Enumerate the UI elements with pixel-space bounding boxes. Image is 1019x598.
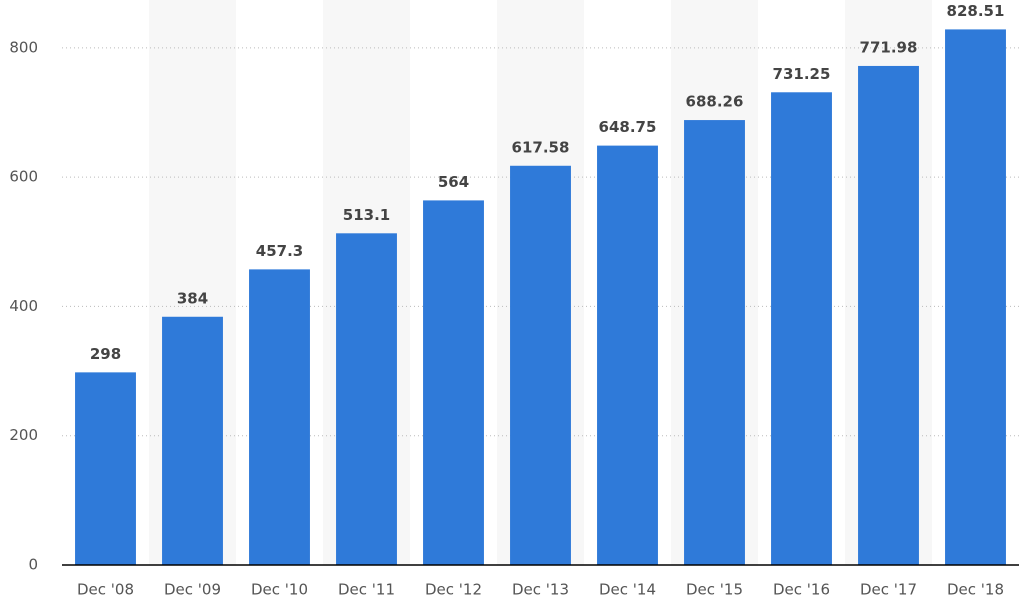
x-tick-label: Dec '12 xyxy=(425,581,482,598)
y-tick-label: 200 xyxy=(9,426,38,444)
y-tick-label: 0 xyxy=(28,556,38,574)
value-label: 731.25 xyxy=(773,65,831,83)
x-tick-label: Dec '11 xyxy=(338,581,395,598)
bar xyxy=(510,165,571,566)
x-tick-label: Dec '15 xyxy=(686,581,743,598)
bar xyxy=(249,269,310,565)
bar xyxy=(423,200,484,565)
value-label: 648.75 xyxy=(599,118,657,136)
x-tick-label: Dec '08 xyxy=(77,581,134,598)
x-tick-label: Dec '10 xyxy=(251,581,308,598)
x-tick-label: Dec '18 xyxy=(947,581,1004,598)
x-tick-label: Dec '13 xyxy=(512,581,569,598)
value-label: 513.1 xyxy=(343,206,390,224)
bar xyxy=(336,233,397,565)
value-label: 771.98 xyxy=(860,38,918,56)
bar xyxy=(771,92,832,565)
x-tick-label: Dec '16 xyxy=(773,581,830,598)
value-label: 688.26 xyxy=(686,93,744,111)
bar xyxy=(75,372,136,565)
x-tick-label: Dec '09 xyxy=(164,581,221,598)
y-tick-label: 800 xyxy=(9,38,38,56)
bar xyxy=(597,145,658,565)
bar xyxy=(858,65,919,565)
bar xyxy=(945,29,1006,565)
x-tick-label: Dec '17 xyxy=(860,581,917,598)
value-label: 828.51 xyxy=(947,2,1005,20)
y-tick-label: 400 xyxy=(9,297,38,315)
value-label: 617.58 xyxy=(512,138,570,156)
bar xyxy=(684,120,745,565)
x-tick-label: Dec '14 xyxy=(599,581,656,598)
value-label: 564 xyxy=(438,173,469,191)
value-label: 457.3 xyxy=(256,242,303,260)
y-tick-label: 600 xyxy=(9,168,38,186)
value-label: 384 xyxy=(177,289,208,307)
value-label: 298 xyxy=(90,345,121,363)
bar xyxy=(162,316,223,565)
